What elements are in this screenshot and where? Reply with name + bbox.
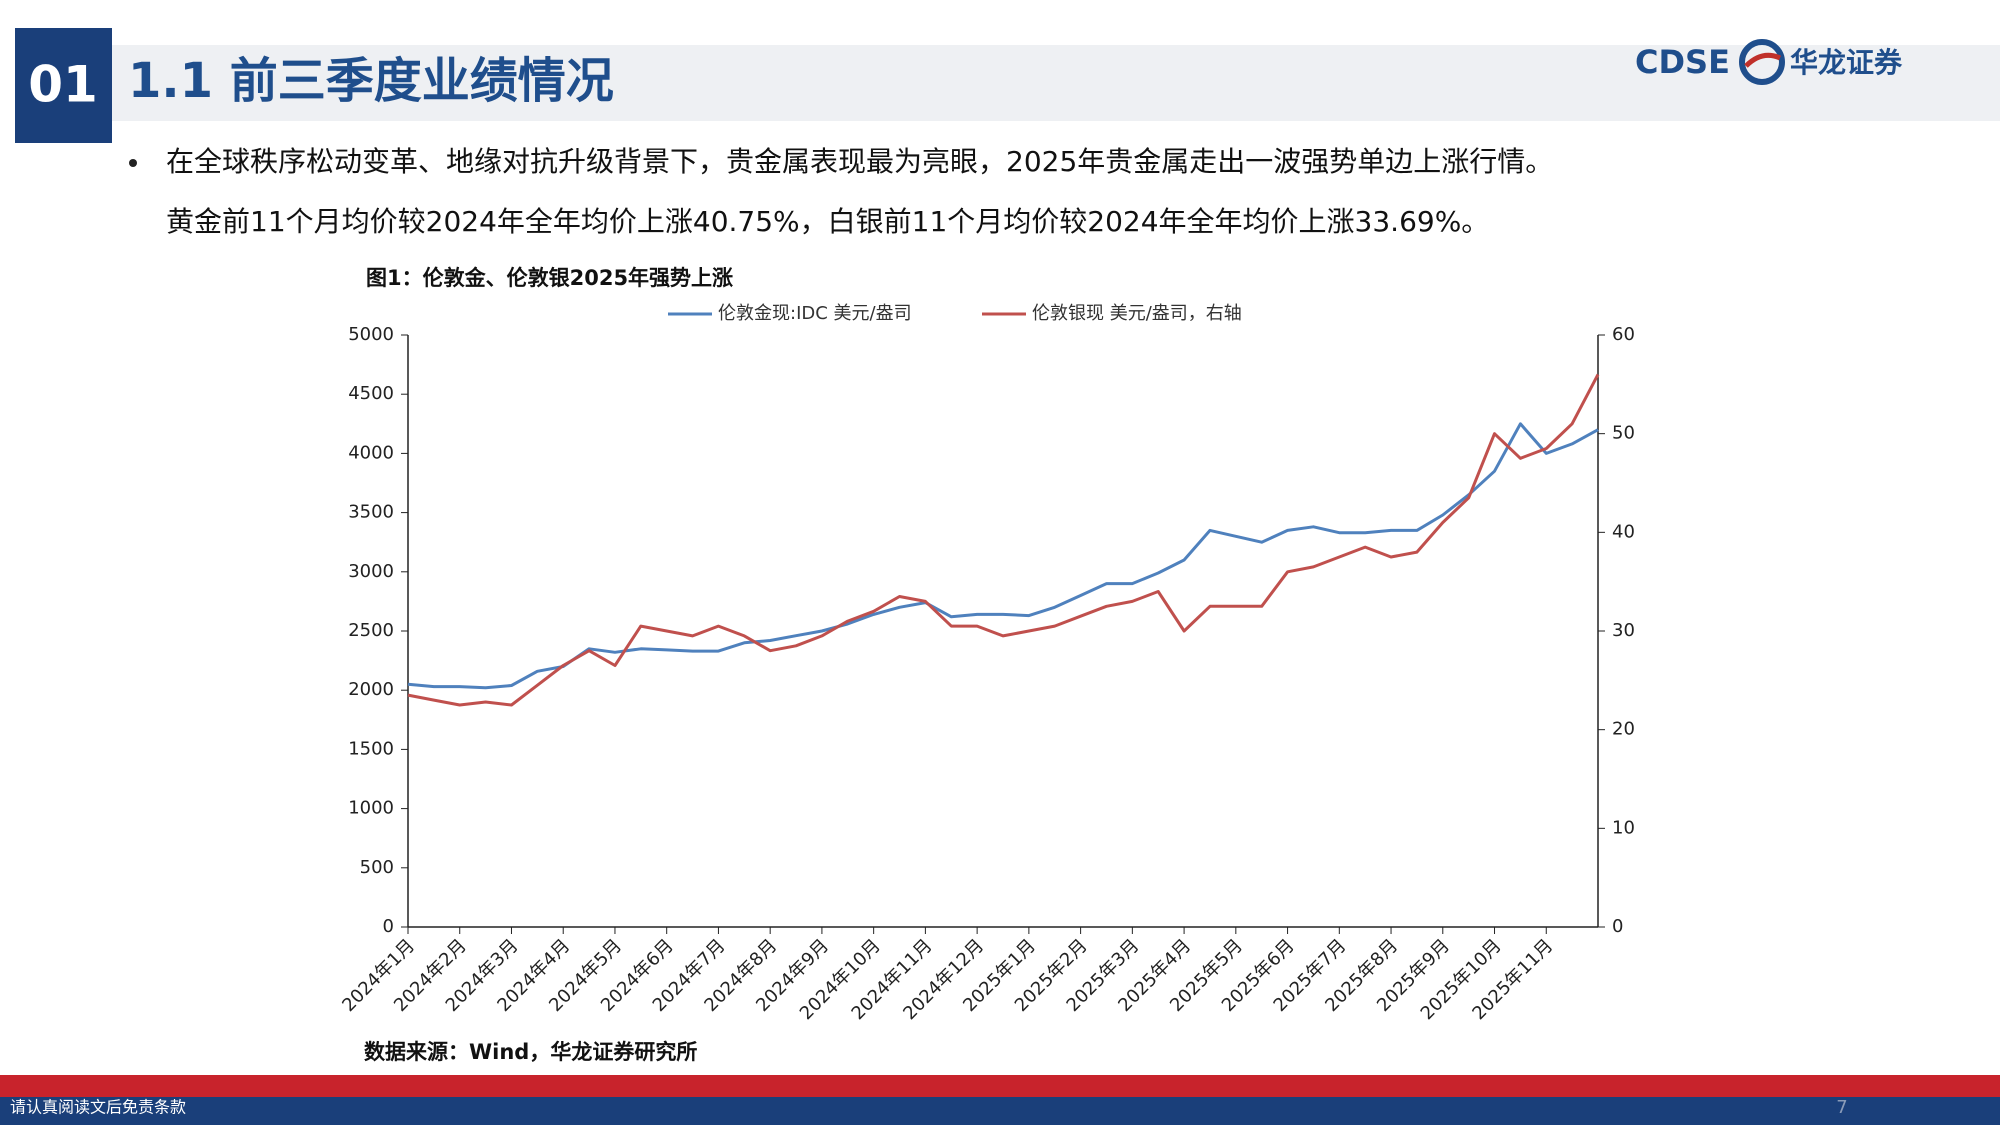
y-tick-label: 500: [360, 857, 394, 878]
series-line: [407, 422, 1599, 690]
y-tick-label: 1000: [348, 798, 394, 819]
y-tick-label: 2500: [348, 620, 394, 641]
footer-blue-bar: [0, 1097, 2000, 1125]
legend-label: 伦敦金现:IDC 美元/盎司: [718, 303, 912, 324]
y2-tick-label: 30: [1612, 620, 1635, 641]
y-tick-label: 5000: [348, 324, 394, 345]
y2-tick-label: 10: [1612, 817, 1635, 838]
y-tick-label: 1500: [348, 738, 394, 759]
section-number: 01: [28, 56, 98, 114]
y-tick-label: 3500: [348, 502, 394, 523]
chart-title: 图1：伦敦金、伦敦银2025年强势上涨: [366, 266, 733, 290]
y-tick-label: 3000: [348, 561, 394, 582]
y-tick-label: 4000: [348, 442, 394, 463]
y2-tick-label: 50: [1612, 423, 1635, 444]
footer-disclaimer: 请认真阅读文后免责条款: [10, 1098, 186, 1117]
y-tick-label: 2000: [348, 679, 394, 700]
y2-tick-label: 40: [1612, 521, 1635, 542]
section-box: [15, 28, 112, 143]
y-tick-label: 4500: [348, 383, 394, 404]
logo-swoosh: [1744, 52, 1782, 68]
page-number: 7: [1836, 1097, 1847, 1118]
logo-brand: CDSE: [1635, 43, 1730, 81]
logo: CDSE 华龙证券: [1635, 39, 1903, 85]
chart-source: 数据来源：Wind，华龙证券研究所: [364, 1040, 697, 1064]
bullet-line: 黄金前11个月均价较2024年全年均价上涨40.75%，白银前11个月均价较20…: [166, 205, 1489, 238]
footer-red-bar: [0, 1075, 2000, 1097]
logo-name: 华龙证券: [1790, 46, 1903, 79]
slide-title: 1.1 前三季度业绩情况: [128, 53, 614, 109]
legend-label: 伦敦银现 美元/盎司，右轴: [1032, 303, 1242, 324]
y2-tick-label: 20: [1612, 719, 1635, 740]
series-line: [407, 373, 1600, 707]
logo-icon: [1739, 39, 1785, 85]
y2-tick-label: 60: [1612, 324, 1635, 345]
bullet-line: 在全球秩序松动变革、地缘对抗升级背景下，贵金属表现最为亮眼，2025年贵金属走出…: [166, 145, 1553, 178]
bullet-dot: [129, 159, 137, 167]
y-tick-label: 0: [383, 916, 394, 937]
y2-tick-label: 0: [1612, 916, 1623, 937]
header-bar: [112, 45, 2000, 121]
